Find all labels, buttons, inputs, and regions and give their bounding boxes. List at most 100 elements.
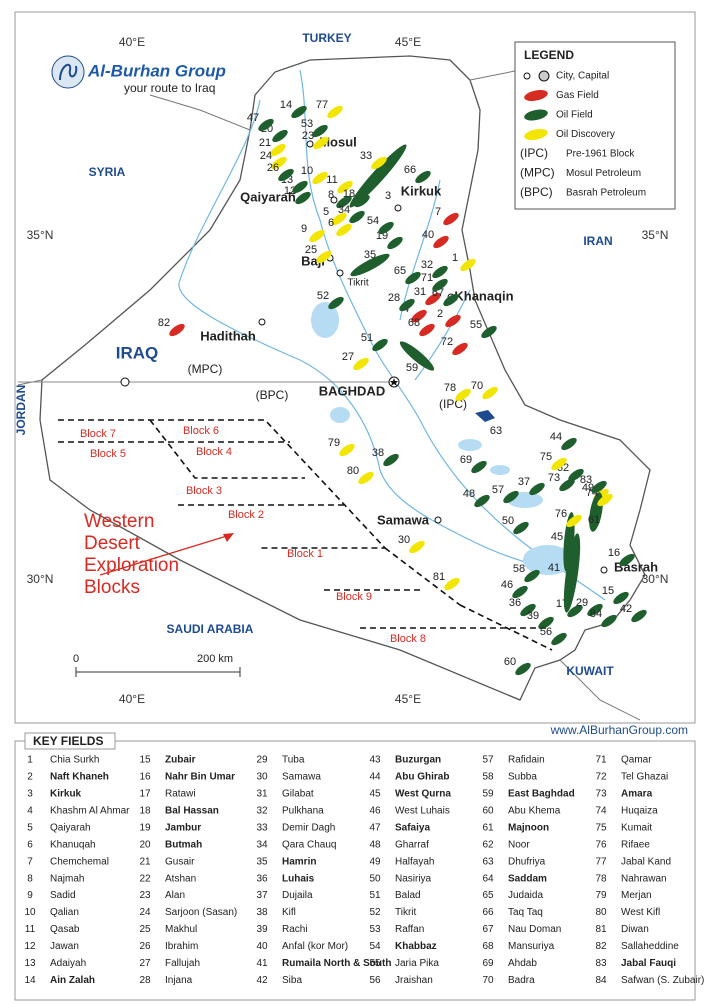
- key-number: 38: [256, 907, 268, 918]
- key-name: Gharraf: [395, 839, 429, 850]
- key-number: 69: [482, 958, 494, 969]
- field-shape: [597, 493, 613, 507]
- key-name: Naft Khaneh: [50, 772, 109, 783]
- website: www.AlBurhanGroup.com: [550, 723, 688, 737]
- block-label: Block 7: [80, 428, 116, 440]
- key-name: Safaiya: [395, 822, 430, 833]
- field-shape: [529, 482, 545, 496]
- key-name: Jabal Kand: [621, 856, 671, 867]
- field-shape: [433, 235, 449, 249]
- key-number: 29: [256, 755, 268, 766]
- field-shape: [432, 265, 448, 279]
- key-name: Dujaila: [282, 890, 313, 901]
- key-number: 54: [369, 941, 381, 952]
- field-number: 56: [540, 626, 552, 638]
- key-name: Rifaee: [621, 839, 650, 850]
- block-label: Block 8: [390, 633, 426, 645]
- key-number: 39: [256, 924, 268, 935]
- key-number: 40: [256, 941, 268, 952]
- key-name: West Qurna: [395, 789, 451, 800]
- key-number: 43: [369, 755, 381, 766]
- key-number: 79: [595, 890, 607, 901]
- field-shape: [336, 223, 352, 237]
- key-number: 2: [27, 772, 33, 783]
- field-number: 59: [406, 362, 418, 374]
- key-name: Kumait: [621, 822, 652, 833]
- field-shape: [445, 314, 461, 328]
- key-name: Judaida: [508, 890, 543, 901]
- key-name: Jawan: [50, 941, 79, 952]
- field-shape: [561, 437, 577, 451]
- field-number: 10: [301, 165, 313, 177]
- field-number: 79: [328, 437, 340, 449]
- annotation-arrowhead: [223, 533, 234, 542]
- field-number: 14: [280, 99, 292, 111]
- key-name: Buzurgan: [395, 755, 441, 766]
- key-name: Atshan: [165, 873, 196, 884]
- key-name: Nau Doman: [508, 924, 561, 935]
- field-number: 65: [394, 265, 406, 277]
- key-name: Kifl: [282, 907, 296, 918]
- key-name: Balad: [395, 890, 421, 901]
- field-number: 40: [422, 229, 434, 241]
- field-shape: [551, 632, 567, 646]
- key-number: 53: [369, 924, 381, 935]
- field-shape: [387, 236, 403, 250]
- field-shape: [563, 533, 581, 613]
- key-number: 82: [595, 941, 607, 952]
- city-label: Mosul: [319, 134, 357, 149]
- key-number: 25: [139, 924, 151, 935]
- key-number: 49: [369, 856, 381, 867]
- graticule-label: 30°N: [27, 572, 54, 586]
- key-number: 34: [256, 839, 268, 850]
- graticule-label: 40°E: [119, 35, 145, 49]
- legend-label: Mosul Petroleum: [566, 168, 641, 179]
- field-shape: [270, 143, 286, 157]
- key-name: Diwan: [621, 924, 649, 935]
- key-name: Tel Ghazai: [621, 772, 668, 783]
- field-shape: [336, 195, 352, 209]
- logo-glyph: [59, 63, 78, 81]
- field-shape: [372, 338, 388, 352]
- key-name: Tuba: [282, 755, 305, 766]
- region-label: (BPC): [256, 388, 289, 402]
- field-shape: [312, 171, 328, 185]
- key-number: 59: [482, 789, 494, 800]
- field-number: 55: [470, 319, 482, 331]
- field-shape: [331, 212, 347, 226]
- legend-label: Basrah Petroleum: [566, 188, 646, 199]
- field-number: 6: [328, 217, 334, 229]
- key-name: Abu Ghirab: [395, 772, 449, 783]
- field-number: 45: [551, 531, 563, 543]
- field-shape: [349, 210, 365, 224]
- field-shape: [474, 494, 490, 508]
- key-name: Subba: [508, 772, 537, 783]
- field-shape: [258, 118, 274, 132]
- key-name: Merjan: [621, 890, 652, 901]
- key-name: Luhais: [282, 873, 315, 884]
- key-name: Chemchemal: [50, 856, 109, 867]
- key-number: 50: [369, 873, 381, 884]
- key-number: 17: [139, 789, 151, 800]
- field-number: 54: [367, 215, 379, 227]
- lakes: [311, 302, 573, 575]
- legend-label: Gas Field: [556, 90, 599, 101]
- key-name: Alan: [165, 890, 185, 901]
- key-name: Safwan (S. Zubair): [621, 975, 704, 986]
- key-number: 55: [369, 958, 381, 969]
- key-number: 1: [27, 755, 33, 766]
- key-number: 58: [482, 772, 494, 783]
- key-number: 33: [256, 822, 268, 833]
- graticule-label: 45°E: [395, 35, 421, 49]
- capital-star: [390, 378, 398, 386]
- field-63-shape: [475, 410, 495, 422]
- key-name: Khashm Al Ahmar: [50, 805, 130, 816]
- field-number: 46: [501, 579, 513, 591]
- field-number: 82: [158, 317, 170, 329]
- key-number: 77: [595, 856, 607, 867]
- key-number: 84: [595, 975, 607, 986]
- logo-tagline: your route to Iraq: [124, 81, 215, 95]
- key-number: 24: [139, 907, 151, 918]
- field-number: 83: [580, 474, 592, 486]
- graticule-label: 40°E: [119, 692, 145, 706]
